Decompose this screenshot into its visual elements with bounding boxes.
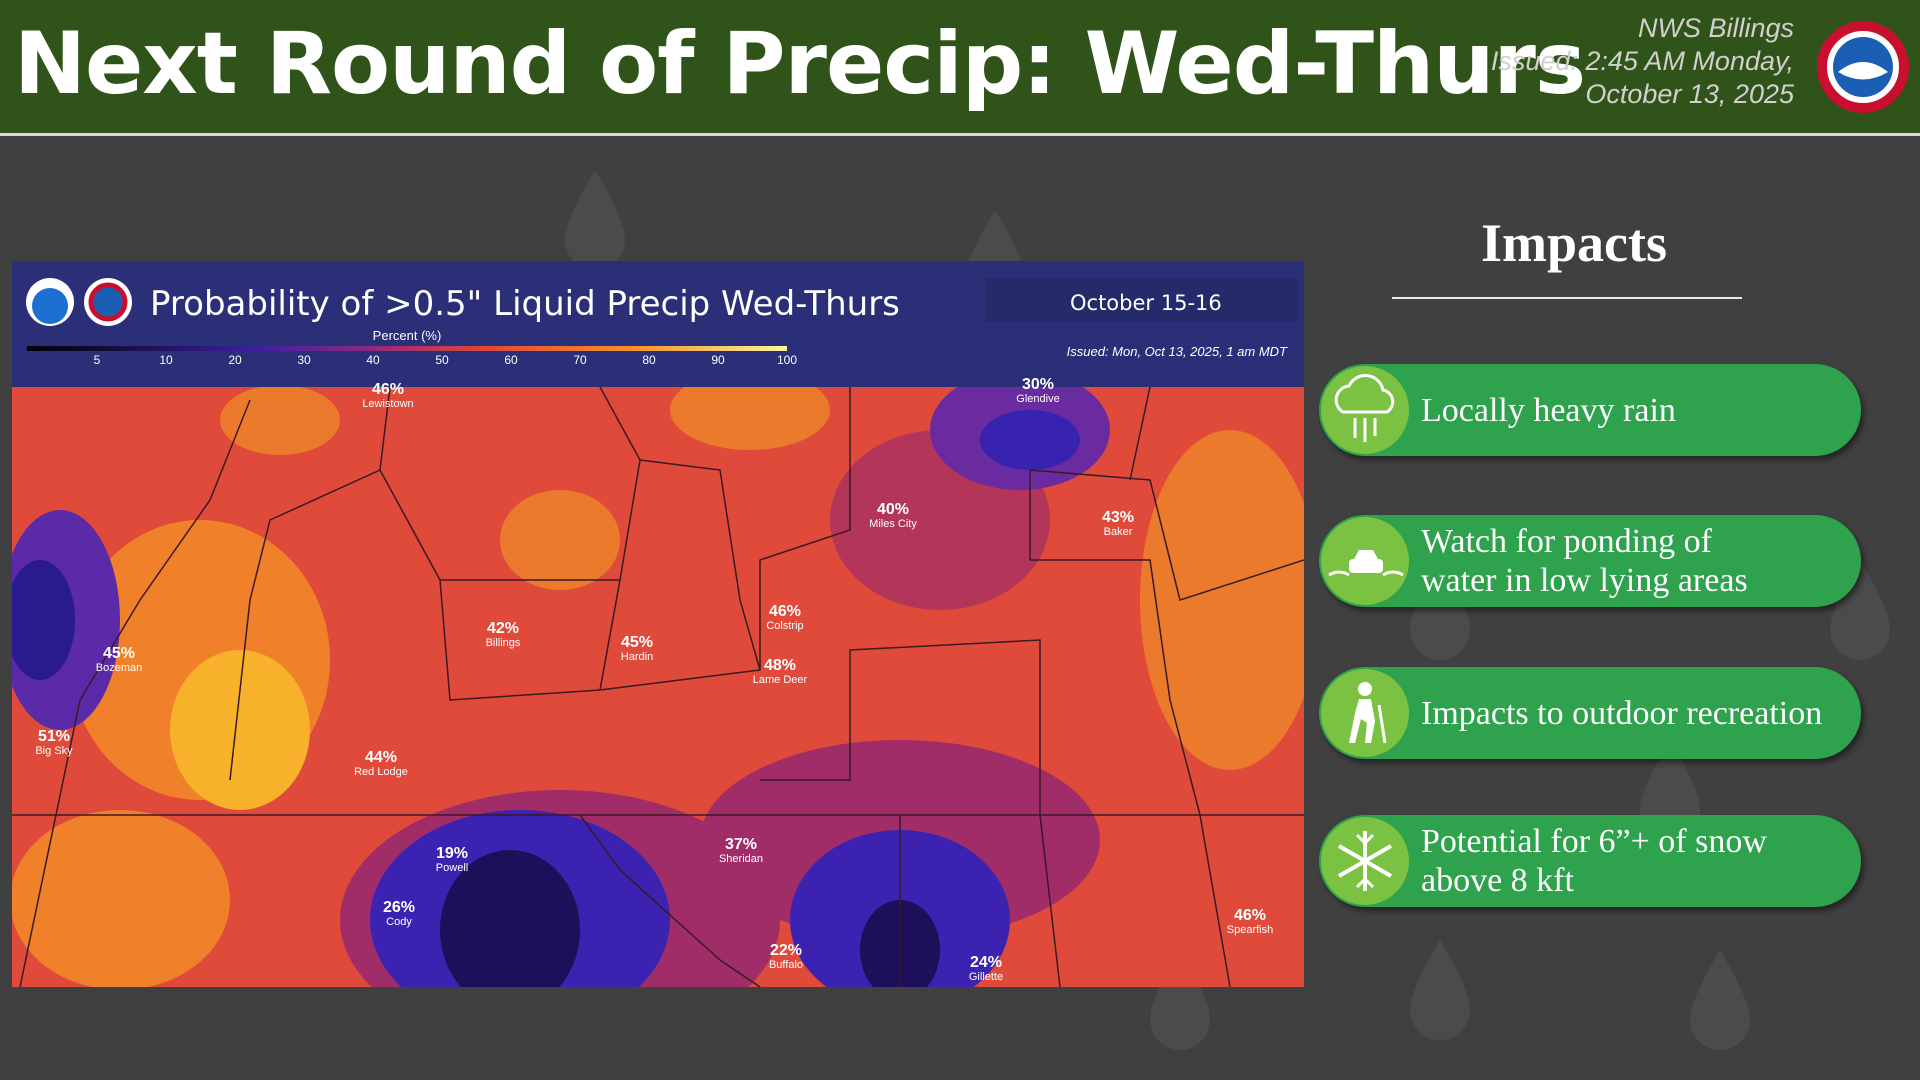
legend-tick: 50 [435, 353, 449, 367]
legend-tick: 70 [573, 353, 587, 367]
icon-glyph [1349, 682, 1387, 744]
impact-icon [1321, 669, 1409, 757]
impact-line: Potential for 6”+ of snow [1421, 823, 1767, 860]
city-name: Colstrip [766, 620, 803, 632]
impact-line: water in low lying areas [1421, 562, 1748, 599]
legend-tick: 60 [504, 353, 518, 367]
date-box [985, 278, 1297, 322]
city-value: 22% [770, 942, 802, 959]
city-value: 46% [372, 381, 404, 398]
legend-tick: 40 [366, 353, 380, 367]
nws-logo [1817, 21, 1909, 113]
impacts-heading: Impacts [1481, 213, 1667, 273]
icon-glyph [1338, 831, 1392, 891]
legend-label: Percent (%) [373, 328, 442, 343]
issued-line: October 13, 2025 [1585, 79, 1794, 109]
city-name: Lame Deer [753, 674, 808, 686]
map-date: October 15-16 [1070, 291, 1222, 315]
heading-underline [1392, 297, 1742, 299]
city-name: Bozeman [96, 662, 142, 674]
county-lines [12, 387, 1304, 987]
impact-text: Impacts to outdoor recreation [1421, 667, 1822, 759]
city-name: Gillette [969, 971, 1003, 983]
precip-field [12, 387, 1304, 987]
legend-tick: 20 [228, 353, 242, 367]
city-name: Cody [386, 916, 412, 928]
city-name: Buffalo [769, 959, 803, 971]
city-name: Big Sky [35, 745, 73, 757]
city-value: 46% [1234, 907, 1266, 924]
issued-line: Issued: 2:45 AM Monday, [1490, 46, 1794, 76]
legend-tick: 10 [159, 353, 173, 367]
impact-pill: Watch for ponding of water in low lying a… [1319, 515, 1861, 607]
icon-glyph [1334, 374, 1395, 442]
legend-tick: 90 [711, 353, 725, 367]
city-name: Powell [436, 862, 468, 874]
city-value: 44% [365, 749, 397, 766]
city-value: 42% [487, 620, 519, 637]
map-title: Probability of >0.5" Liquid Precip Wed-T… [150, 284, 900, 324]
header: Next Round of Precip: Wed-Thurs NWS Bill… [0, 0, 1920, 136]
raindrops [565, 170, 1890, 1050]
city-value: 37% [725, 836, 757, 853]
city-value: 45% [103, 645, 135, 662]
icon-glyph [1328, 550, 1404, 577]
city-value: 40% [877, 501, 909, 518]
office: NWS Billings [1637, 13, 1794, 43]
city-name: Sheridan [719, 853, 763, 865]
city-name: Red Lodge [354, 766, 408, 778]
impact-pill: Potential for 6”+ of snow above 8 kft [1319, 815, 1861, 907]
impact-line: Watch for ponding of [1421, 523, 1712, 560]
city-value: 48% [764, 657, 796, 674]
impact-line: above 8 kft [1421, 862, 1574, 899]
issued-info: NWS Billings Issued: 2:45 AM Monday, Oct… [1491, 12, 1794, 111]
city-value: 24% [970, 954, 1002, 971]
legend-tick: 100 [777, 353, 797, 367]
legend-tick: 30 [297, 353, 311, 367]
impact-icon [1321, 366, 1409, 454]
city-name: Billings [486, 637, 521, 649]
impact-icon [1321, 517, 1409, 605]
impact-line: Impacts to outdoor recreation [1421, 694, 1823, 732]
legend-tick: 80 [642, 353, 656, 367]
legend-tick: 5 [94, 353, 101, 367]
city-value: 30% [1022, 376, 1054, 393]
city-value: 43% [1102, 509, 1134, 526]
impact-text: Locally heavy rain [1421, 364, 1676, 456]
impact-text: Potential for 6”+ of snow above 8 kft [1421, 815, 1767, 907]
city-value: 46% [769, 603, 801, 620]
city-name: Spearfish [1227, 924, 1273, 936]
impact-pill: Locally heavy rain [1319, 364, 1861, 456]
city-name: Lewistown [362, 398, 413, 410]
city-value: 19% [436, 845, 468, 862]
city-name: Hardin [621, 651, 653, 663]
city-value: 26% [383, 899, 415, 916]
city-name: Miles City [869, 518, 917, 530]
legend-bar [27, 346, 787, 351]
slide-title: Next Round of Precip: Wed-Thurs [14, 14, 1586, 114]
city-value: 45% [621, 634, 653, 651]
impact-line: Locally heavy rain [1421, 391, 1676, 429]
impact-icon [1321, 817, 1409, 905]
impact-text: Watch for ponding of water in low lying a… [1421, 515, 1748, 607]
city-name: Glendive [1016, 393, 1059, 405]
impact-pill: Impacts to outdoor recreation [1319, 667, 1861, 759]
map-issued: Issued: Mon, Oct 13, 2025, 1 am MDT [1067, 344, 1288, 359]
city-name: Baker [1104, 526, 1133, 538]
city-value: 51% [38, 728, 70, 745]
